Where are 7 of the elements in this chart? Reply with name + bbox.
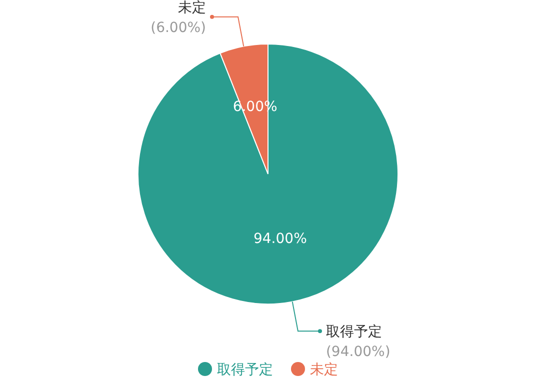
text: (94.00%) (326, 344, 390, 360)
legend-label: 未定 (310, 362, 338, 378)
legend-label: 取得予定 (326, 324, 382, 340)
category-label: 取得予定 (217, 362, 273, 378)
text: (6.00%) (150, 20, 206, 36)
data-label: 94.00% (253, 230, 307, 247)
slice-label: 未定 (178, 0, 206, 16)
